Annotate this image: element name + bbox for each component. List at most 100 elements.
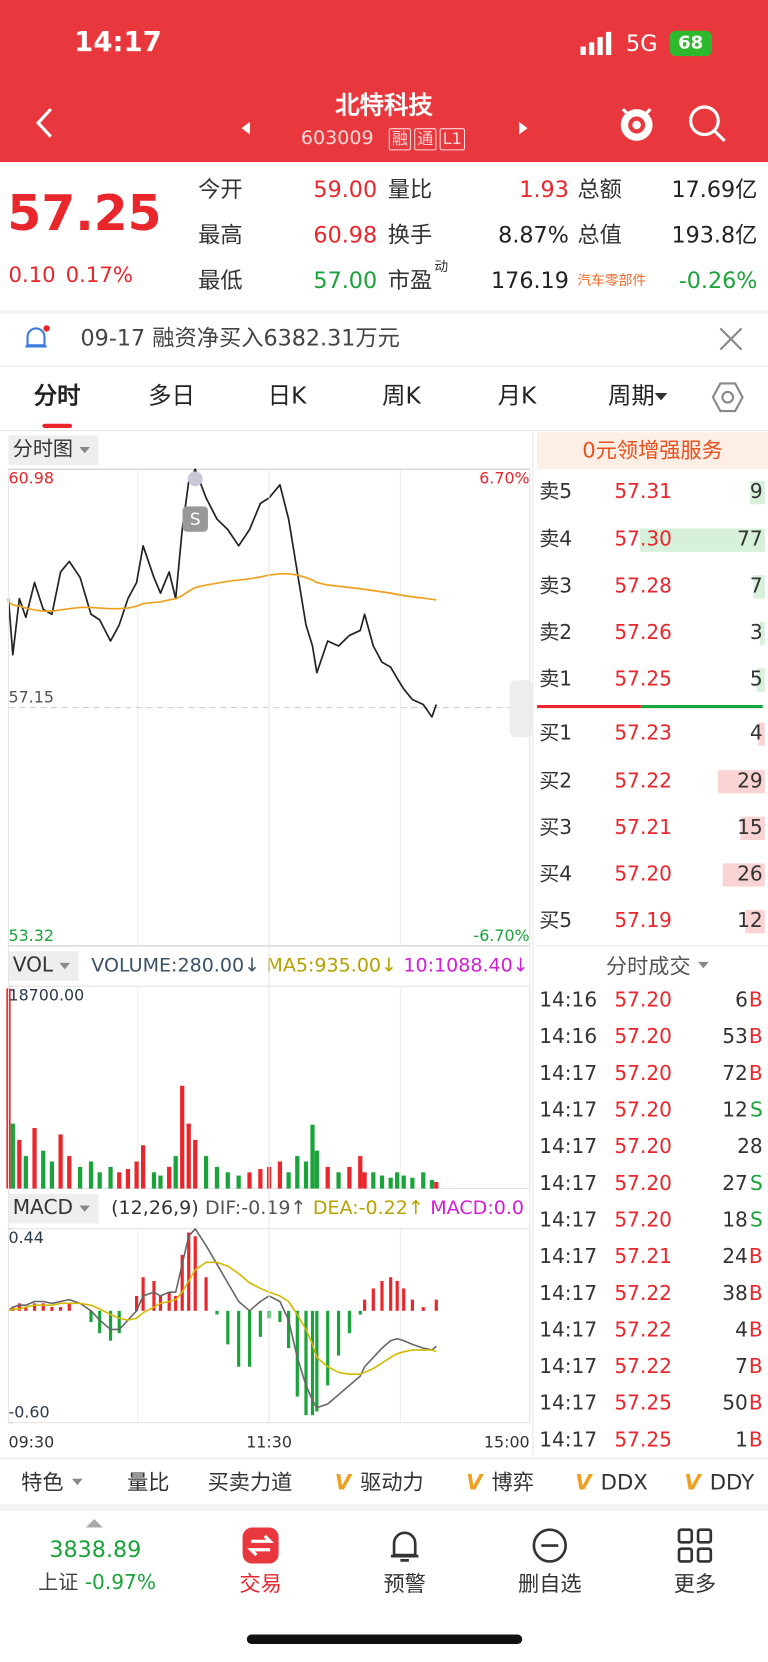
notice-text[interactable]: 09-17 融资净买入6382.31万元 [80, 325, 400, 351]
prev-stock[interactable] [239, 121, 252, 136]
chart-tab[interactable]: 周期 [608, 383, 655, 410]
macd-bar [152, 1280, 156, 1311]
indicator-item[interactable]: 博弈 [491, 1469, 534, 1495]
depth-bar [750, 480, 765, 505]
index-value[interactable]: 3838.89 [49, 1537, 142, 1563]
volume-bar [117, 1172, 122, 1189]
mascot-icon[interactable] [614, 101, 658, 145]
macd-bar [389, 1277, 393, 1311]
trades-title[interactable]: 分时成交 [605, 953, 691, 979]
indicator-menu[interactable]: VOL [13, 953, 54, 977]
chart-tab[interactable]: 多日 [148, 383, 195, 410]
expand-handle[interactable] [509, 680, 533, 738]
stat-label: 最高 [198, 222, 243, 248]
chart-tab[interactable]: 日K [267, 383, 307, 410]
macd-bar [180, 1254, 184, 1311]
stat-value: 17.69亿 [671, 176, 758, 203]
volume-bar [32, 1127, 37, 1189]
chart-tab[interactable]: 周K [382, 383, 421, 410]
indicator-item[interactable]: DDY [709, 1469, 755, 1495]
nav-label[interactable]: 预警 [383, 1570, 426, 1597]
indicator-item[interactable]: 驱动力 [360, 1469, 424, 1495]
dropdown-caret [654, 393, 668, 401]
nav-label[interactable]: 更多 [673, 1570, 717, 1597]
alert-icon[interactable] [386, 1526, 424, 1564]
depth-price: 57.30 [614, 527, 672, 551]
indicator-badge: V [334, 1469, 352, 1495]
volume-bar [108, 1166, 113, 1189]
stock-tag: 融 [388, 128, 412, 151]
depth-volume: 15 [737, 815, 763, 839]
index-name[interactable]: 上证 [38, 1570, 79, 1595]
depth-bar [759, 621, 765, 646]
series-line [7, 468, 438, 718]
separator [0, 310, 768, 314]
notice-close[interactable] [718, 326, 743, 351]
indicator-menu[interactable]: MACD [13, 1195, 73, 1219]
trade-side: S [750, 1098, 763, 1122]
volume-bar [388, 1177, 393, 1189]
legend-item: VOLUME:280.00↓ [91, 955, 260, 977]
stat-value: 60.98 [313, 222, 378, 248]
volume-bar [58, 1134, 63, 1189]
indicator-badge: V [684, 1469, 701, 1495]
depth-volume: 9 [750, 479, 763, 503]
volume-bar [247, 1172, 252, 1189]
trade-volume: 50 [722, 1391, 748, 1415]
depth-bar [717, 770, 765, 794]
nav-label[interactable]: 交易 [239, 1570, 282, 1597]
stat-value: -0.26% [678, 268, 758, 294]
legend-item: MA5:935.00↓ [266, 955, 397, 977]
macd-bar [98, 1310, 102, 1334]
status-time: 14:17 [74, 26, 162, 59]
trade-time: 14:17 [539, 1134, 597, 1158]
volume-bar [295, 1156, 300, 1189]
legend-item: (12,26,9) [111, 1197, 199, 1219]
indicator-item[interactable]: DDX [600, 1469, 648, 1495]
price-change-pct: 0.17% [65, 261, 133, 288]
home-indicator [246, 1634, 523, 1645]
trade-side: B [749, 1281, 763, 1305]
macd-bar [278, 1310, 282, 1322]
separator [0, 1504, 768, 1511]
settings-icon[interactable] [711, 380, 745, 414]
index-change[interactable]: -0.97% [84, 1570, 156, 1595]
remove-icon[interactable] [531, 1526, 569, 1564]
y-tick-label: 60.98 [8, 468, 53, 487]
volume-bar [286, 1172, 291, 1189]
volume-bar [236, 1175, 241, 1189]
indicator-menu[interactable]: 分时图 [13, 437, 73, 461]
more-icon[interactable] [676, 1526, 714, 1564]
chart-tab[interactable]: 月K [497, 383, 537, 410]
next-stock[interactable] [517, 121, 530, 136]
depth-bar [722, 863, 765, 887]
trade-volume: 7 [735, 1354, 748, 1378]
trade-price: 57.25 [614, 1427, 672, 1451]
trade-volume: 4 [735, 1317, 748, 1341]
indicator-item[interactable]: 买卖力道 [207, 1469, 293, 1495]
trade-volume: 38 [722, 1281, 748, 1305]
volume-bar [325, 1166, 330, 1189]
back-button[interactable] [32, 106, 60, 140]
volume-bar [371, 1172, 376, 1189]
dropdown-caret [79, 1205, 90, 1212]
depth-label: 买4 [539, 861, 572, 885]
indicator-item[interactable]: 量比 [127, 1469, 170, 1495]
nav-label[interactable]: 删自选 [518, 1570, 582, 1597]
macd-bar [421, 1307, 425, 1311]
search-icon[interactable] [686, 103, 728, 145]
trade-icon[interactable] [242, 1526, 280, 1564]
chart-tab[interactable]: 分时 [33, 383, 81, 410]
stat-label: 市盈 [387, 268, 433, 294]
macd-bar [380, 1280, 384, 1311]
dropdown-caret [79, 447, 91, 454]
series-line [7, 572, 437, 613]
indicator-item[interactable]: 特色 [21, 1469, 64, 1495]
y2-tick-label: 6.70% [479, 468, 529, 487]
stat-label: 总值 [577, 222, 622, 248]
volume-bar [17, 1139, 22, 1189]
depth-volume: 29 [737, 768, 763, 792]
trade-time: 14:17 [539, 1281, 597, 1305]
trade-side: B [749, 1427, 763, 1451]
